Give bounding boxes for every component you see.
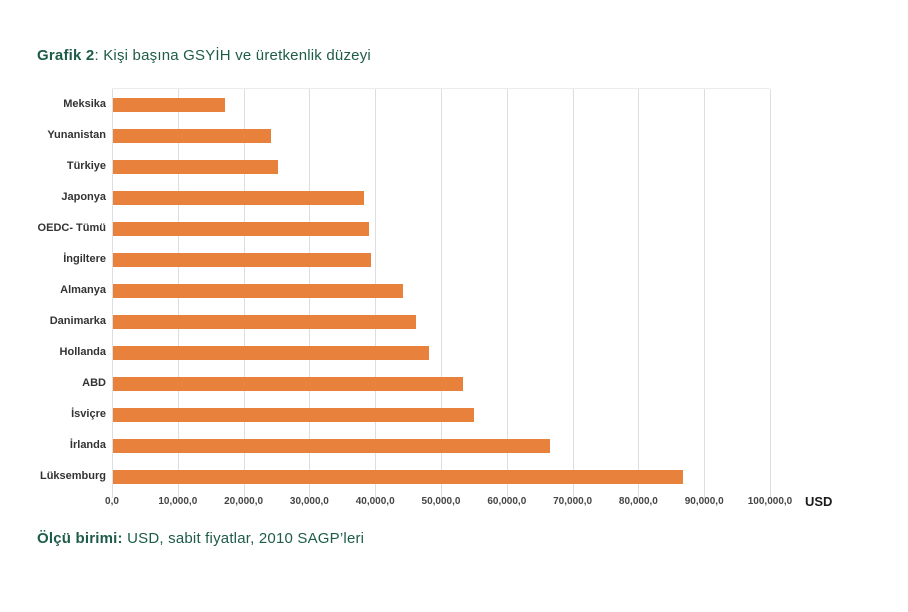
bar (113, 377, 464, 392)
category-label-column: Meksika Yunanistan Türkiye Japonya OEDC- Tüm… (18, 88, 106, 492)
category-label: İsviçre (71, 408, 106, 421)
x-tick-label: 80,000,0 (618, 496, 658, 507)
gridline (572, 89, 574, 498)
caption: Ölçü birimi: USD, sabit fiyatlar, 2010 S… (37, 530, 364, 547)
caption-rest: USD, sabit fiyatlar, 2010 SAGP’leri (122, 530, 365, 547)
caption-prefix: Ölçü birimi: (37, 530, 123, 547)
bar (113, 159, 278, 174)
chart-title-rest: : Kişi başına GSYİH ve üretkenlik düzeyi (94, 47, 371, 64)
category-label: Danimarka (49, 315, 106, 328)
x-tick-label: 30,000,0 (289, 496, 329, 507)
category-label: İrlanda (69, 439, 106, 452)
bar (113, 128, 271, 143)
gridline (441, 89, 442, 498)
x-tick-label: 40,000,0 (355, 496, 395, 507)
category-label: Japonya (61, 190, 106, 203)
bar (113, 284, 403, 298)
chart-title: Grafik 2: Kişi başına GSYİH ve üretkenli… (37, 47, 371, 64)
x-tick-label: 50,000,0 (421, 496, 461, 507)
gridline (112, 89, 113, 498)
x-tick-label: 10,000,0 (158, 496, 198, 507)
bar (113, 346, 429, 361)
bar (113, 408, 475, 423)
bar (113, 252, 371, 267)
gridline (770, 89, 771, 498)
x-tick-label: 60,000,0 (487, 496, 527, 507)
x-axis: 0,0 10,000,0 20,000,0 30,000,0 40,000,0 50,00… (105, 496, 792, 512)
bar (113, 97, 225, 112)
x-tick-label: 0,0 (105, 496, 119, 507)
category-label: Meksika (63, 97, 106, 110)
x-tick-label: 90,000,0 (684, 496, 724, 507)
category-label: Yunanistan (47, 128, 106, 141)
category-label: OEDC- Tümü (37, 221, 106, 234)
category-label: Türkiye (66, 159, 106, 172)
bar (113, 190, 364, 205)
bar (113, 439, 550, 454)
bar (113, 470, 684, 485)
bar (113, 221, 369, 236)
category-label: Lüksemburg (39, 470, 106, 483)
chart-title-prefix: Grafik 2 (37, 47, 95, 64)
category-label: ABD (82, 377, 106, 390)
category-label: Almanya (60, 284, 106, 296)
category-label: İngiltere (63, 252, 106, 265)
plot-area (112, 88, 771, 498)
gridline (704, 89, 706, 498)
x-tick-label: 20,000,0 (224, 496, 264, 507)
gridline (638, 89, 640, 498)
x-tick-label: 100,000,0 (747, 496, 793, 507)
x-axis-unit-label: USD (805, 494, 833, 509)
bar (113, 315, 416, 330)
x-tick-label: 70,000,0 (553, 496, 593, 507)
gridline (506, 89, 508, 498)
category-label: Hollanda (59, 346, 106, 359)
